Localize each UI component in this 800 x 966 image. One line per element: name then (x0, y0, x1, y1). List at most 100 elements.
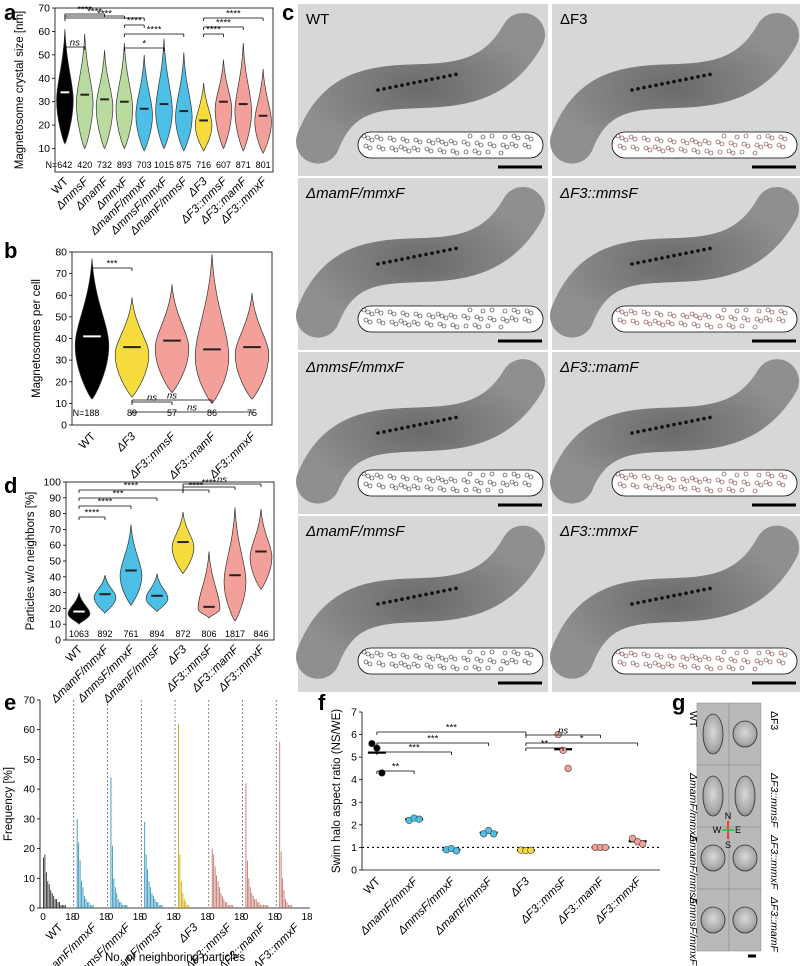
chart-b-sig-label: *** (106, 259, 117, 270)
overlay-particle (365, 651, 371, 657)
overlay-particle (667, 653, 673, 659)
chart-e-bar (43, 857, 44, 908)
overlay-particle (741, 315, 747, 321)
overlay-particle (741, 141, 747, 147)
overlay-particle (380, 146, 386, 152)
overlay-particle (365, 135, 371, 141)
overlay-particle (467, 471, 473, 477)
magnetosome-particle (672, 253, 676, 258)
overlay-particle (652, 318, 658, 324)
chart-a-violin (214, 59, 233, 150)
overlay-particle (754, 142, 760, 148)
overlay-particle (617, 317, 623, 323)
overlay-particle (641, 309, 647, 315)
chart-e-bar (60, 905, 62, 908)
overlay-particle (743, 649, 749, 655)
overlay-particle (619, 651, 625, 657)
overlay-particle (524, 308, 530, 314)
overlay-particle (669, 147, 675, 153)
overlay-particle (511, 307, 517, 313)
magnetosome-particle (442, 249, 446, 253)
chart-b-ytick-label: 40 (55, 333, 67, 345)
overlay-particle (708, 150, 714, 156)
magnetosome-particle (636, 601, 640, 605)
chart-a-violin (234, 43, 252, 152)
overlay-particle (387, 473, 393, 479)
chart-e-bar (251, 893, 253, 908)
overlay-particle (437, 663, 443, 669)
chart-e-bar (161, 905, 163, 908)
chart-e-bar (125, 905, 126, 908)
chart-a-sig-label: **** (147, 25, 162, 36)
overlay-particle (708, 324, 714, 330)
overlay-particle (415, 663, 421, 669)
chart-e-xtick-label: 18 (166, 912, 178, 923)
overlay-particle (452, 140, 458, 146)
overlay-particle (504, 660, 510, 666)
overlay-particle (391, 653, 397, 659)
magnetosome-particle (648, 258, 652, 263)
overlay-particle (643, 483, 649, 489)
chart-e-xtick-label: 18 (301, 912, 313, 923)
overlay-particle (426, 312, 432, 318)
overlay-particle (437, 147, 443, 153)
chart-e-bar (126, 905, 128, 908)
chart-d-particles-without-neighbors: 0 10 20 30 40 50 60 70 80 90 100 Particles w/o neig… (25, 475, 275, 706)
overlay-particle (402, 146, 408, 152)
chart-e-xtick-label: 18 (200, 912, 212, 923)
magnetosome-particle (702, 73, 706, 78)
overlay-particle (695, 487, 701, 493)
overlay-particle (767, 481, 773, 487)
overlay-particle (763, 141, 769, 147)
magnetosome-particle (660, 82, 664, 86)
overlay-particle (734, 308, 740, 314)
overlay-particle (658, 138, 664, 144)
overlay-particle (780, 482, 786, 488)
magnetosome-particle (666, 81, 670, 85)
overlay-particle (448, 312, 454, 318)
overlay-particle (628, 134, 634, 140)
overlay-particle (702, 654, 708, 660)
overlay-particle (647, 663, 653, 669)
overlay-particle (461, 655, 467, 661)
overlay-particle (739, 487, 745, 493)
halo-right-label: ΔF3::mmxF (768, 834, 780, 890)
overlay-particle (524, 650, 530, 656)
chart-e-bar (265, 905, 267, 908)
overlay-particle (658, 654, 664, 660)
overlay-particle (765, 649, 771, 655)
overlay-particle (717, 149, 723, 155)
magnetosome-particle (406, 256, 410, 260)
overlay-particle (652, 482, 658, 488)
overlay-particle (719, 657, 725, 663)
overlay-particle (647, 485, 653, 491)
chart-e-bar (246, 860, 248, 908)
overlay-particle (361, 133, 367, 139)
overlay-particle (691, 321, 697, 327)
overlay-particle (404, 476, 410, 482)
swim-halo (702, 775, 724, 817)
chart-e-bar (226, 902, 228, 908)
overlay-particle (693, 477, 699, 483)
chart-e-bar (88, 902, 90, 908)
overlay-particle (669, 321, 675, 327)
overlay-particle (721, 471, 727, 477)
chart-a-sig-label: **** (216, 18, 231, 29)
overlay-particle (441, 149, 447, 155)
overlay-particle (721, 133, 727, 139)
magnetosome-particle (636, 87, 640, 91)
chart-e-bar (53, 896, 55, 908)
overlay-particle (758, 318, 764, 324)
chart-d-category-label: WT (64, 644, 85, 665)
overlay-particle (743, 471, 749, 477)
overlay-particle (424, 662, 430, 668)
overlay-particle (380, 484, 386, 490)
chart-f-category-label: WT (362, 876, 383, 897)
overlay-particle (406, 148, 412, 154)
micrograph-label: ΔF3::mmxF (559, 523, 638, 540)
chart-e-bar (85, 899, 87, 908)
chart-e-bar (57, 902, 59, 908)
chart-f-ytick-label: 3 (351, 797, 357, 809)
magnetosome-particle (636, 430, 640, 434)
